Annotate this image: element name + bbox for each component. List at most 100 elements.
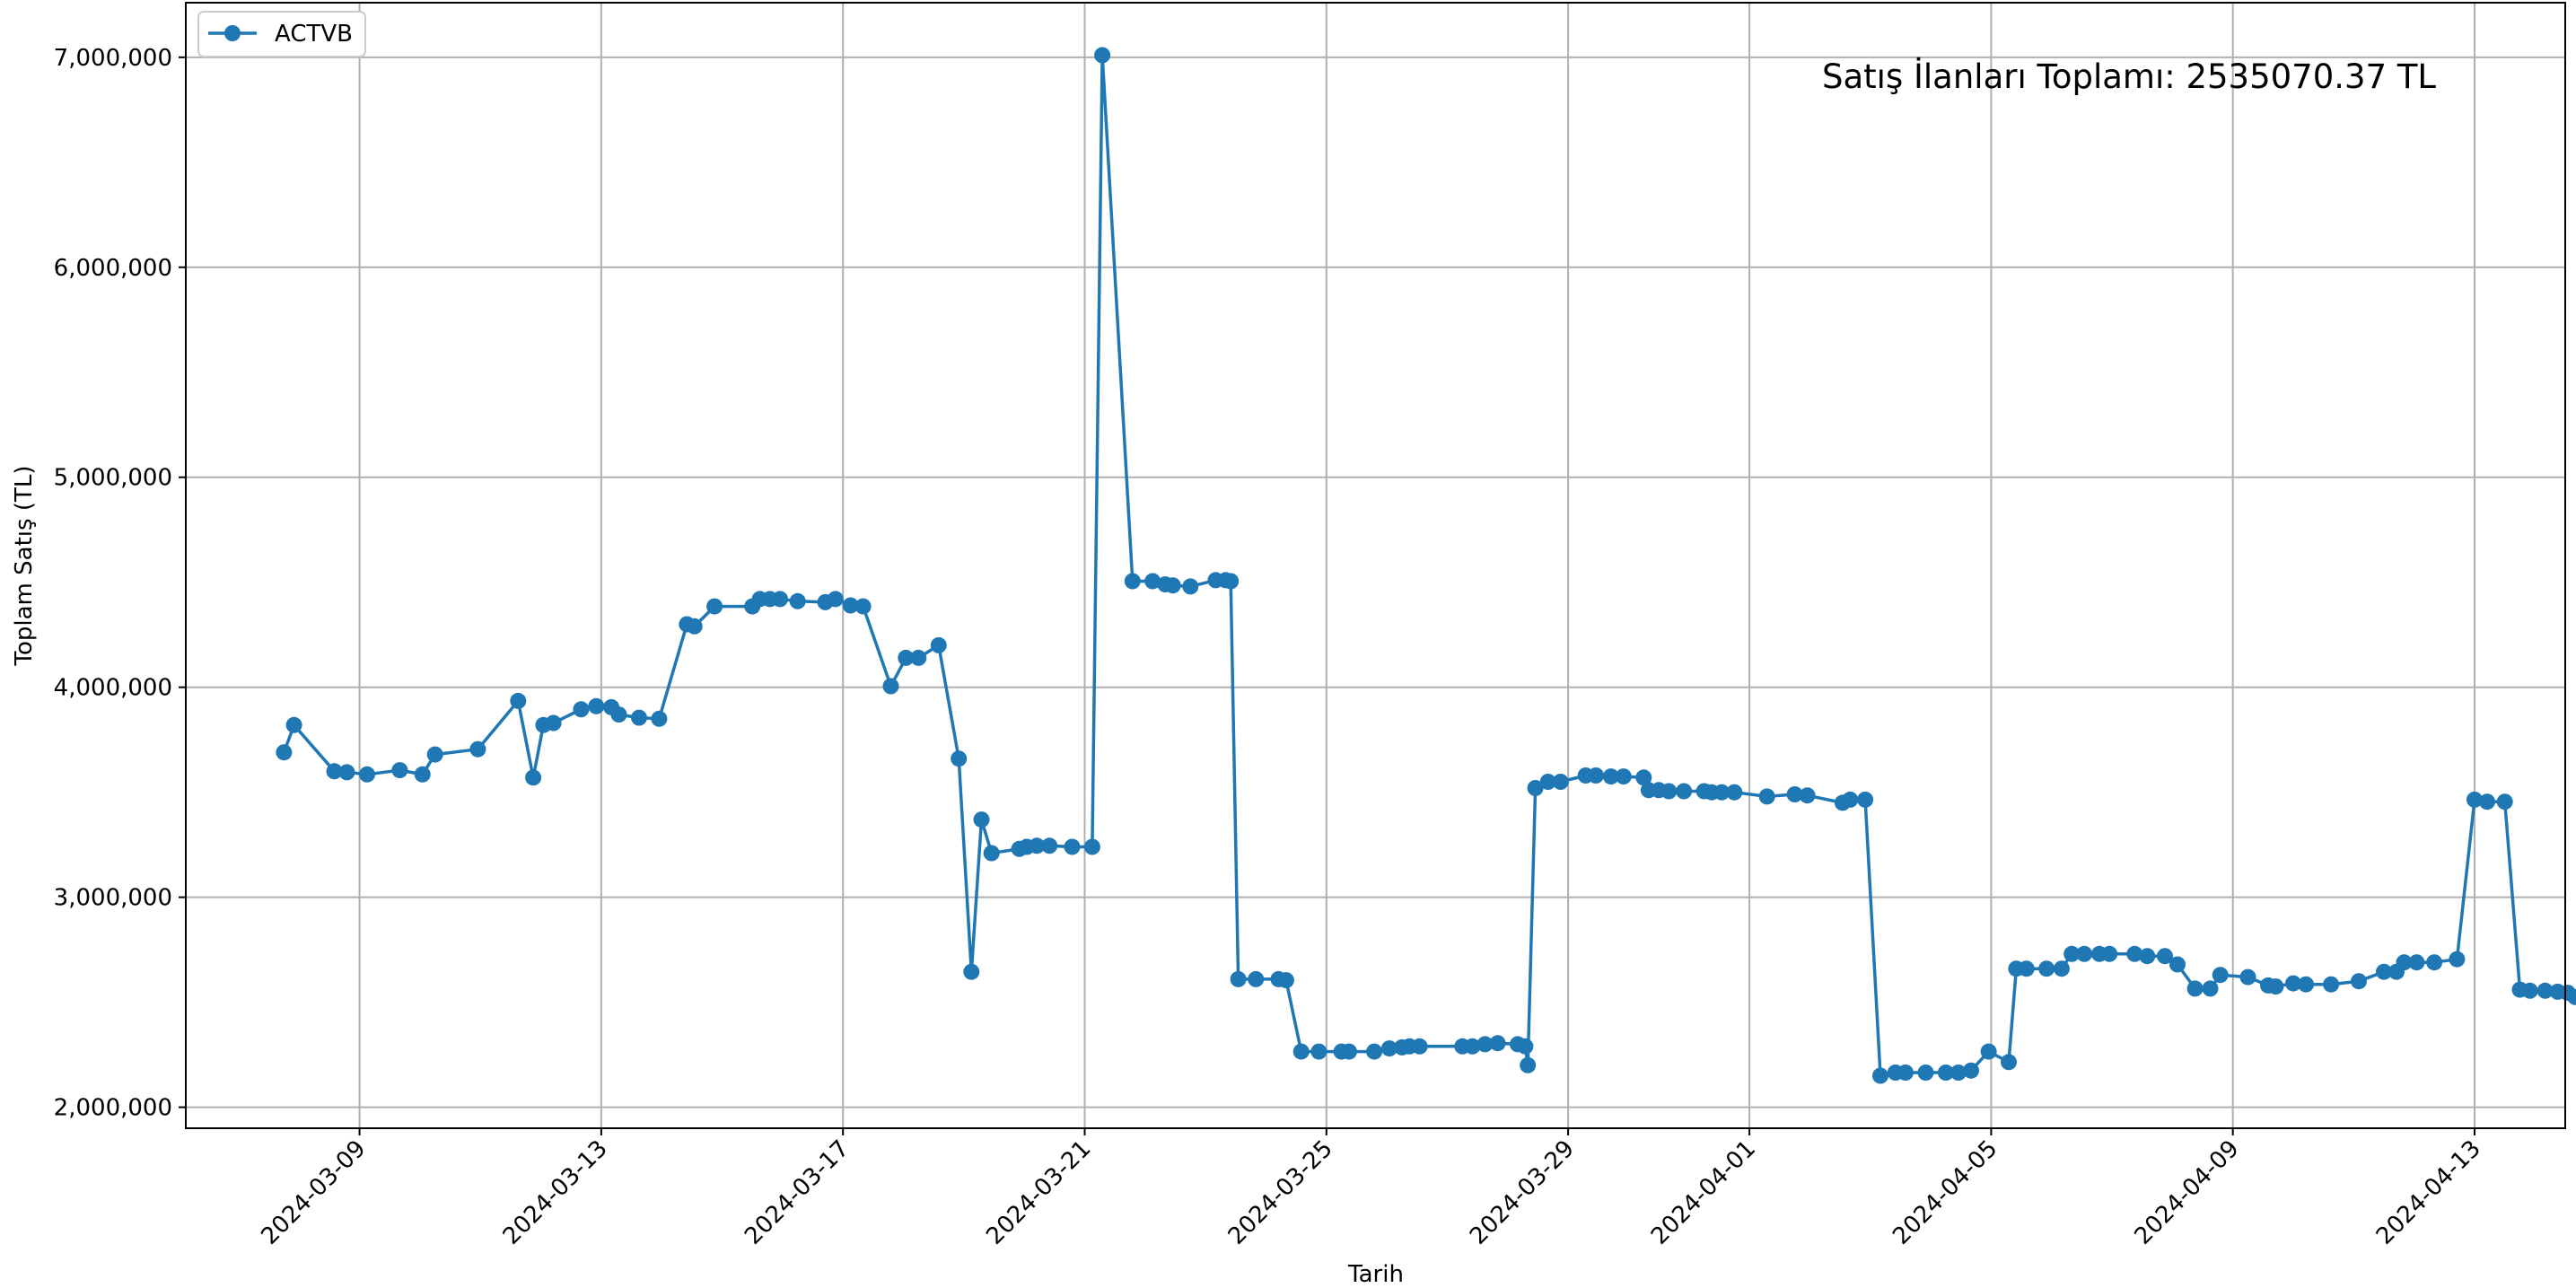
legend-marker	[224, 25, 241, 41]
data-point	[2212, 967, 2229, 984]
data-point	[414, 766, 431, 783]
data-point	[1144, 573, 1161, 590]
data-point	[1222, 573, 1240, 590]
data-point	[2567, 988, 2576, 1005]
data-point	[651, 710, 668, 727]
data-point	[1758, 788, 1775, 805]
data-point	[588, 697, 605, 714]
data-point	[2202, 980, 2219, 997]
data-point	[1713, 784, 1730, 801]
data-point	[1786, 786, 1803, 802]
data-point	[1310, 1043, 1327, 1060]
data-point	[1064, 838, 1081, 855]
legend: ACTVB	[197, 11, 366, 57]
data-point	[1083, 838, 1100, 855]
data-point	[326, 763, 343, 780]
data-point	[1872, 1067, 1888, 1084]
data-point	[1464, 1038, 1481, 1055]
data-point	[686, 618, 703, 635]
total-sales-annotation: Satış İlanları Toplamı: 2535070.37 TL	[1822, 57, 2436, 96]
data-point	[545, 714, 562, 732]
data-point	[426, 746, 443, 763]
data-point	[1635, 769, 1652, 786]
data-point	[1676, 783, 1693, 800]
data-point	[276, 744, 293, 761]
data-point	[2496, 793, 2513, 810]
y-axis-label: Toplam Satış (TL)	[11, 466, 38, 667]
data-point	[2479, 793, 2495, 810]
data-point	[1341, 1043, 1357, 1060]
data-point	[1489, 1035, 1506, 1052]
data-point	[2053, 960, 2070, 977]
data-point	[1857, 791, 1874, 808]
data-point	[1277, 972, 1294, 989]
data-point	[1366, 1043, 1383, 1060]
data-point	[973, 811, 990, 828]
data-point	[1552, 774, 1569, 790]
data-point	[1799, 787, 1816, 804]
data-point	[631, 709, 647, 726]
data-point	[2076, 945, 2093, 962]
y-tick-label: 2,000,000	[54, 1095, 172, 1122]
data-point	[2126, 945, 2143, 962]
data-point	[1527, 780, 1544, 796]
series-layer	[276, 47, 2576, 1084]
x-axis-label: Tarih	[1347, 1261, 1404, 1288]
data-point	[1517, 1038, 1534, 1055]
data-point	[338, 764, 355, 781]
data-point	[1726, 784, 1743, 801]
data-point	[2139, 948, 2156, 965]
data-point	[1917, 1065, 1934, 1081]
data-point	[359, 766, 375, 783]
data-point	[2001, 1054, 2017, 1071]
data-point	[1937, 1065, 1954, 1081]
y-tick-label: 4,000,000	[54, 675, 172, 702]
data-point	[525, 769, 542, 786]
data-point	[772, 591, 788, 608]
data-point	[2537, 982, 2554, 999]
data-point	[1842, 791, 1859, 808]
data-point	[1041, 837, 1058, 854]
data-point	[1588, 767, 1604, 784]
data-point	[2408, 954, 2425, 971]
data-point	[1476, 1036, 1494, 1053]
y-tick-label: 7,000,000	[54, 45, 172, 72]
data-point	[285, 716, 302, 733]
legend-entry: ACTVB	[275, 21, 353, 48]
data-point	[2018, 960, 2035, 977]
data-point	[391, 762, 408, 779]
data-point	[706, 598, 723, 615]
data-point	[2157, 948, 2173, 965]
data-point	[2323, 976, 2340, 993]
data-point	[1615, 768, 1632, 785]
data-point	[827, 591, 844, 608]
data-point	[1411, 1038, 1428, 1055]
data-point	[1980, 1043, 1997, 1060]
data-point	[2426, 954, 2443, 971]
data-point	[1124, 573, 1141, 590]
data-point	[1660, 783, 1678, 800]
plot-frame	[185, 2, 2566, 1129]
data-point	[2239, 968, 2256, 986]
data-point	[1164, 577, 1181, 594]
data-point	[2267, 978, 2284, 995]
data-point	[2169, 956, 2186, 973]
data-point	[1380, 1040, 1398, 1057]
data-point	[1292, 1043, 1310, 1060]
data-point	[854, 598, 872, 615]
data-point	[2038, 960, 2055, 977]
data-point	[610, 706, 627, 723]
data-point	[510, 692, 527, 709]
data-point	[2298, 976, 2315, 993]
y-axis: 2,000,000 3,000,000 4,000,000 5,000,000 6,00…	[54, 45, 186, 1122]
data-point	[1897, 1065, 1914, 1081]
data-point	[2466, 791, 2483, 808]
data-point	[1182, 578, 1199, 595]
data-point	[1230, 970, 1247, 987]
data-point	[951, 750, 968, 767]
data-point	[983, 845, 1000, 862]
data-point	[2449, 951, 2466, 968]
data-point	[1094, 47, 1111, 64]
data-point	[842, 597, 859, 614]
